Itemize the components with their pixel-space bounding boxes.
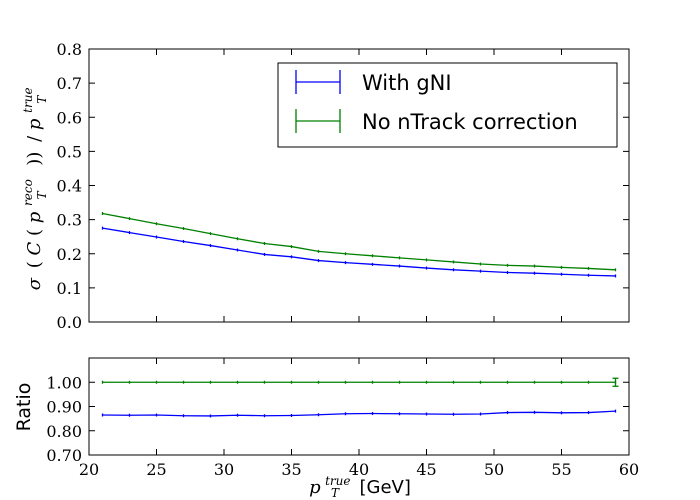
x-tick-label: 35: [281, 460, 301, 479]
x-tick-label: 25: [146, 460, 166, 479]
legend-label-with-gni: With gNI: [362, 71, 452, 95]
main-y-tick-label: 0.0: [57, 313, 82, 332]
ylabel-sigma: σ: [24, 277, 45, 290]
series-line-with-gni: [102, 227, 616, 277]
ylabel-p: p: [24, 211, 45, 223]
series-line-with-gni: [102, 410, 616, 417]
ratio-y-tick-label: 1.00: [46, 373, 82, 392]
ylabel-t: T: [35, 190, 49, 199]
ylabel-true: true: [21, 87, 35, 112]
main-y-tick-label: 0.6: [57, 108, 82, 127]
main-y-tick-label: 0.7: [57, 74, 82, 93]
legend: With gNI No nTrack correction: [277, 62, 618, 148]
legend-label-no-ntrack: No nTrack correction: [362, 110, 578, 134]
ratio-y-tick-label: 0.90: [46, 398, 82, 417]
x-tick-label: 30: [214, 460, 234, 479]
main-y-tick-label: 0.2: [57, 245, 82, 264]
x-tick-label: 55: [551, 460, 571, 479]
x-tick-label: 60: [619, 460, 639, 479]
ylabel-close: )): [24, 152, 45, 166]
ylabel-reco: reco: [21, 179, 35, 206]
ratio-y-axis: 0.70 0.80 0.90 1.00: [46, 373, 629, 465]
xlabel-t: T: [331, 486, 340, 500]
ratio-y-tick-label: 0.70: [46, 446, 82, 465]
ratio-plot-panel: 0.70 0.80 0.90 1.00 20 25 30 35 40 45 50 55 60 Rati…: [13, 357, 639, 500]
x-tick-label: 40: [349, 460, 369, 479]
ylabel-slash: /: [24, 135, 45, 142]
main-y-tick-label: 0.4: [57, 177, 82, 196]
ylabel-c: C: [24, 242, 45, 256]
legend-box: [277, 62, 618, 148]
ratio-x-axis: 20 25 30 35 40 45 50 55 60: [79, 358, 639, 479]
ylabel-t2: T: [35, 95, 49, 104]
main-series-layer: [101, 211, 617, 278]
x-axis-label: p true T [GeV]: [309, 469, 411, 500]
xlabel-true: true: [325, 474, 350, 488]
x-tick-label: 50: [484, 460, 504, 479]
x-tick-label: 20: [79, 460, 99, 479]
main-y-tick-label: 0.1: [57, 279, 82, 298]
ylabel-p2: p: [24, 118, 45, 130]
main-y-axis-label: σ ( C ( p reco T )) / p true T: [16, 82, 51, 291]
main-y-tick-label: 0.3: [57, 211, 82, 230]
main-y-tick-label: 0.5: [57, 142, 82, 161]
main-plot-panel: 0.0 0.1 0.2 0.3 0.4 0.5 0.6 0.7 0.8 σ ( C ( p re…: [16, 40, 630, 332]
ratio-y-axis-label: Ratio: [13, 383, 35, 432]
ratio-series-layer: [101, 377, 619, 418]
main-y-tick-label: 0.8: [57, 40, 82, 59]
legend-entry-with-gni: With gNI: [295, 70, 452, 95]
series-line-no-ntrack: [102, 212, 616, 271]
xlabel-p: p: [309, 477, 321, 498]
ylabel-open: (: [24, 261, 45, 268]
xlabel-unit: [GeV]: [360, 477, 411, 498]
ratio-plot-frame: [88, 357, 630, 456]
main-y-axis: 0.0 0.1 0.2 0.3 0.4 0.5 0.6 0.7 0.8: [57, 40, 629, 332]
main-x-ticks: [88, 49, 630, 322]
ylabel-open2: (: [24, 229, 45, 236]
x-tick-label: 45: [416, 460, 436, 479]
legend-entry-no-ntrack: No nTrack correction: [295, 109, 578, 134]
ratio-y-tick-label: 0.80: [46, 422, 82, 441]
